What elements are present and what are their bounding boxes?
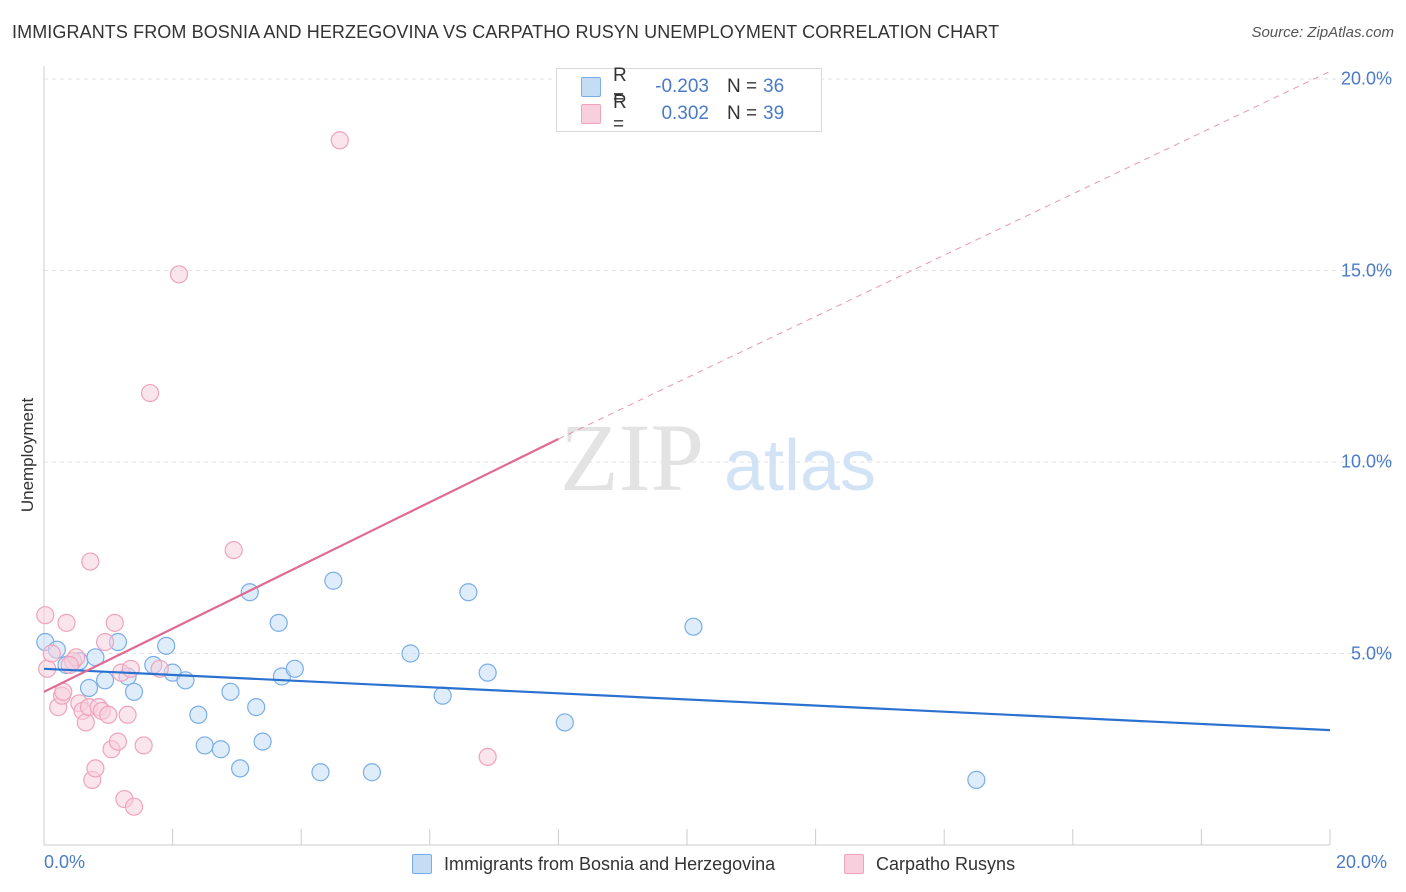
chart-title: IMMIGRANTS FROM BOSNIA AND HERZEGOVINA V… (12, 22, 1000, 42)
r-label: R = (613, 92, 627, 135)
point-series0-22 (269, 613, 288, 632)
point-series0-11 (157, 636, 176, 655)
series-name-rusyn: Carpatho Rusyns (876, 853, 1016, 874)
n-value: 39 (763, 103, 785, 124)
x-tick-label-max: 20.0% (1336, 852, 1388, 872)
y-tick-label-2: 15.0% (1340, 260, 1392, 280)
point-series1-11 (76, 713, 95, 732)
point-series0-28 (401, 644, 420, 663)
n-value: 36 (763, 76, 785, 97)
point-series0-9 (124, 682, 144, 701)
trend-lines (43, 70, 1331, 732)
point-series0-7 (95, 671, 115, 690)
point-series1-19 (99, 705, 118, 724)
point-series1-26 (121, 659, 140, 678)
series-name-bosnia: Immigrants from Bosnia and Herzegovina (444, 853, 776, 874)
point-series0-19 (240, 583, 259, 602)
axes (43, 66, 1331, 846)
legend-row-bosnia: R = -0.203 N = 36 (581, 65, 785, 108)
point-series0-26 (324, 571, 343, 590)
r-label: R = (613, 65, 627, 108)
point-series0-20 (247, 698, 266, 717)
point-series1-33 (330, 131, 349, 150)
y-tick-label-3: 20.0% (1340, 68, 1392, 89)
point-series0-14 (189, 705, 208, 724)
point-series1-32 (224, 540, 243, 560)
point-series1-34 (478, 747, 497, 767)
point-series1-22 (108, 732, 128, 751)
series-legend-bosnia: Immigrants from Bosnia and Herzegovina (412, 852, 775, 876)
point-series0-15 (195, 736, 214, 755)
watermark-atlas: atlas (724, 426, 876, 506)
point-series0-18 (231, 759, 250, 778)
point-series1-25 (118, 705, 137, 724)
trend-line-series0 (43, 667, 1331, 732)
r-value: -0.203 (655, 76, 709, 97)
point-series1-2 (42, 644, 61, 663)
series-legend-rusyn: Carpatho Rusyns (844, 852, 1015, 876)
point-series1-18 (95, 632, 115, 652)
point-series1-31 (169, 265, 189, 284)
point-series1-21 (105, 613, 124, 632)
point-series0-25 (311, 763, 330, 782)
grid-lines (44, 78, 1394, 654)
point-series0-32 (555, 713, 574, 732)
series-swatch-bosnia (412, 854, 432, 874)
legend-swatch-rusyn (581, 104, 601, 124)
point-series0-33 (684, 617, 703, 636)
point-series0-30 (459, 583, 478, 602)
point-series1-0 (36, 606, 55, 625)
point-series1-28 (134, 736, 153, 755)
point-series1-29 (140, 383, 160, 403)
n-label: N = (727, 103, 758, 124)
trend-line-series1 (43, 438, 559, 693)
watermark-zip: ZIP (560, 404, 704, 511)
point-series0-17 (221, 682, 240, 701)
data-points (36, 131, 986, 816)
point-series0-31 (478, 663, 497, 682)
point-series0-34 (967, 770, 986, 789)
point-series1-27 (124, 797, 144, 816)
legend-swatch-bosnia (581, 77, 601, 97)
x-tick-label-min: 0.0% (44, 852, 86, 872)
point-series0-24 (285, 659, 304, 678)
source-label: Source: ZipAtlas.com (1251, 24, 1394, 41)
y-tick-label-1: 10.0% (1340, 451, 1392, 472)
point-series1-13 (81, 552, 100, 571)
point-series0-4 (79, 678, 99, 698)
point-series1-6 (57, 613, 76, 632)
correlation-legend: R = -0.203 N = 36 R = 0.302 N = 39 (556, 65, 822, 135)
y-tick-label-0: 5.0% (1350, 643, 1392, 663)
point-series0-29 (433, 686, 452, 705)
r-value: 0.302 (661, 103, 709, 124)
series-swatch-rusyn (844, 854, 864, 874)
point-series0-16 (211, 740, 230, 759)
point-series0-27 (362, 763, 382, 782)
n-label: N = (727, 76, 758, 97)
point-series0-21 (253, 732, 272, 751)
legend-row-rusyn: R = 0.302 N = 39 (581, 92, 785, 135)
point-series1-15 (86, 759, 105, 778)
